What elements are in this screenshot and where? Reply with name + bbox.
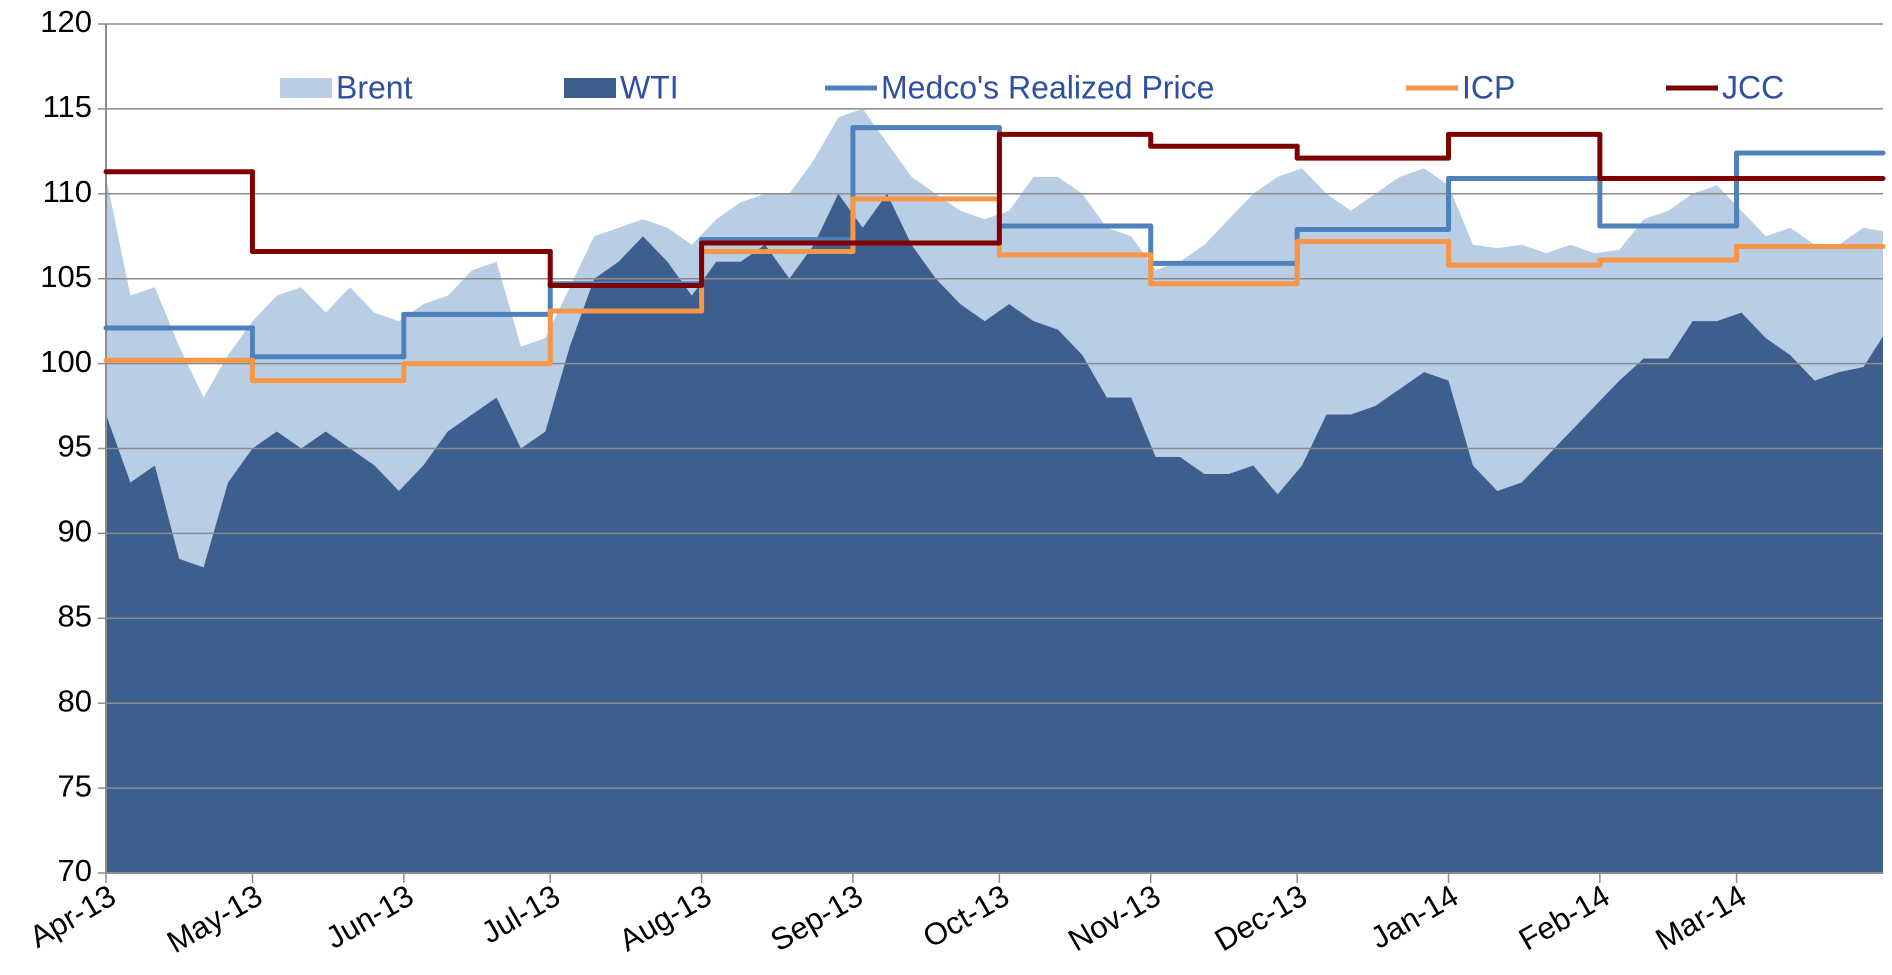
y-tick-label: 105 xyxy=(40,259,92,294)
x-tick-label: Apr-13 xyxy=(24,878,122,955)
x-tick-label: Nov-13 xyxy=(1062,878,1166,958)
x-tick-label: May-13 xyxy=(161,878,268,960)
x-tick-label: Mar-14 xyxy=(1650,878,1753,957)
legend-label: JCC xyxy=(1722,69,1784,105)
y-tick-label: 85 xyxy=(58,598,92,633)
x-tick-label: Aug-13 xyxy=(613,878,717,958)
y-tick-label: 115 xyxy=(43,89,92,124)
x-tick-label: Feb-14 xyxy=(1513,878,1616,957)
x-tick-label: Oct-13 xyxy=(917,878,1015,955)
y-tick-label: 110 xyxy=(43,174,92,209)
x-tick-label: Jan-14 xyxy=(1365,878,1465,956)
y-tick-label: 120 xyxy=(40,4,92,39)
legend-label: Brent xyxy=(336,69,413,105)
y-tick-label: 80 xyxy=(58,683,92,718)
legend-swatch xyxy=(564,78,616,98)
y-tick-label: 75 xyxy=(58,768,92,803)
y-tick-label: 70 xyxy=(58,853,92,888)
legend-label: WTI xyxy=(620,69,679,105)
y-tick-label: 90 xyxy=(58,514,92,549)
legend-label: Medco's Realized Price xyxy=(881,69,1214,105)
x-tick-label: Sep-13 xyxy=(764,878,868,958)
x-tick-label: Dec-13 xyxy=(1209,878,1313,958)
x-tick-label: Jun-13 xyxy=(320,878,420,956)
legend-label: ICP xyxy=(1462,69,1515,105)
y-tick-label: 95 xyxy=(58,429,92,464)
y-tick-label: 100 xyxy=(40,344,92,379)
legend-swatch xyxy=(280,78,332,98)
x-tick-label: Jul-13 xyxy=(475,878,566,951)
